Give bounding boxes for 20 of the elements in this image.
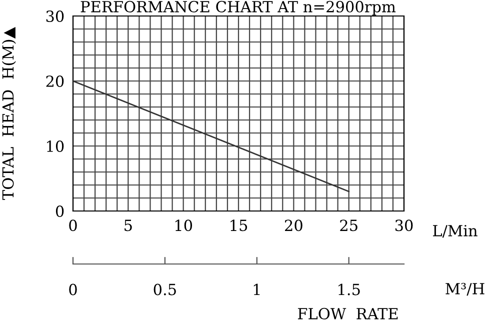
x-tick-label: 0: [69, 220, 77, 232]
x2-tick-label: 0: [69, 284, 77, 296]
y-tick-label: 0: [56, 205, 64, 218]
x-tick-label: 25: [340, 220, 358, 232]
x-tick-label: 5: [124, 220, 132, 232]
x-tick-label: 10: [175, 220, 192, 232]
x2-tick-label: 1: [254, 284, 260, 296]
y-tick-label: 10: [47, 140, 64, 152]
text: FLOW RATE: [298, 308, 398, 320]
x-tick-label: 30: [395, 220, 413, 232]
y-axis-title: TOTAL HEAD H(M)▲: [2, 27, 16, 200]
y-tick-label: 20: [46, 75, 64, 88]
chart-title: PERFORMANCE CHART AT n=2900rpm: [80, 0, 396, 16]
x-tick-label: 20: [284, 220, 302, 232]
x2-tick-label: 1.5: [338, 284, 360, 296]
x-tick-label: 15: [230, 220, 248, 232]
x2-axis-title: M³/H: [446, 282, 484, 296]
x2-tick-label: 0.5: [154, 284, 176, 296]
y-tick-label: 30: [46, 10, 64, 22]
x-axis-title: L/Min: [433, 224, 478, 238]
